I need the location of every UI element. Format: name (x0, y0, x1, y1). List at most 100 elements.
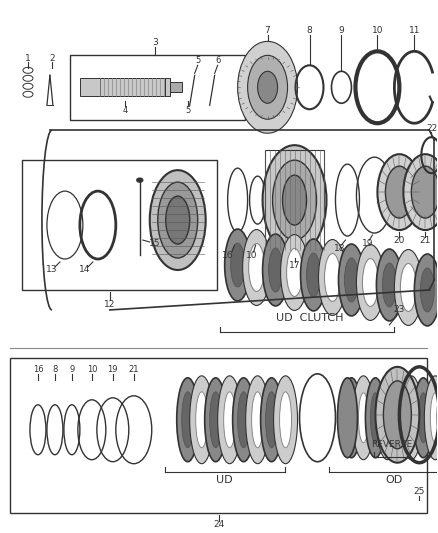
Ellipse shape (365, 378, 385, 458)
Ellipse shape (272, 160, 317, 240)
Text: 9: 9 (339, 26, 344, 35)
Ellipse shape (414, 254, 438, 326)
Ellipse shape (430, 393, 438, 443)
Text: 14: 14 (79, 265, 91, 274)
Text: 19: 19 (362, 239, 373, 247)
Ellipse shape (238, 42, 297, 133)
Text: OD: OD (386, 475, 403, 484)
Ellipse shape (342, 378, 361, 458)
Ellipse shape (362, 259, 378, 306)
Ellipse shape (400, 263, 417, 311)
Ellipse shape (231, 243, 244, 287)
Ellipse shape (247, 55, 288, 119)
Ellipse shape (424, 376, 438, 459)
Ellipse shape (420, 268, 434, 312)
Text: UD  CLUTCH: UD CLUTCH (276, 313, 343, 323)
Ellipse shape (403, 154, 438, 230)
Text: 11: 11 (409, 26, 420, 35)
Text: 15: 15 (149, 239, 160, 247)
Text: 23: 23 (394, 305, 405, 314)
Ellipse shape (307, 253, 321, 297)
Ellipse shape (190, 376, 214, 464)
Text: 21: 21 (128, 365, 139, 374)
Text: 5: 5 (185, 106, 191, 115)
Ellipse shape (300, 239, 326, 311)
Ellipse shape (281, 235, 308, 310)
Bar (265, 150, 325, 250)
Ellipse shape (418, 393, 428, 443)
Text: 6: 6 (215, 56, 220, 65)
Ellipse shape (196, 392, 208, 448)
Ellipse shape (389, 378, 410, 458)
Text: 18: 18 (334, 244, 345, 253)
Text: REVERSE: REVERSE (371, 440, 412, 449)
Ellipse shape (225, 229, 251, 301)
Ellipse shape (378, 154, 421, 230)
Text: 12: 12 (104, 301, 116, 310)
Text: 10: 10 (246, 251, 258, 260)
Ellipse shape (177, 378, 199, 462)
Ellipse shape (375, 367, 419, 463)
Ellipse shape (337, 378, 357, 458)
Text: 9: 9 (69, 365, 74, 374)
Ellipse shape (263, 234, 289, 306)
Text: 4: 4 (122, 106, 127, 115)
Ellipse shape (325, 254, 340, 302)
Ellipse shape (394, 393, 404, 443)
Ellipse shape (376, 249, 403, 321)
Bar (100, 78, 165, 96)
Ellipse shape (382, 393, 392, 443)
Ellipse shape (358, 393, 368, 443)
Bar (22, 160, 217, 290)
Ellipse shape (437, 378, 438, 458)
Bar (170, 82, 182, 92)
Ellipse shape (246, 376, 269, 464)
Text: 13: 13 (46, 265, 58, 274)
Ellipse shape (261, 378, 283, 462)
Ellipse shape (413, 378, 433, 458)
Text: 16: 16 (32, 365, 43, 374)
Text: 10: 10 (372, 26, 383, 35)
Ellipse shape (274, 376, 297, 464)
Ellipse shape (376, 376, 399, 459)
Ellipse shape (205, 378, 226, 462)
Ellipse shape (283, 175, 307, 225)
Ellipse shape (263, 145, 326, 255)
Ellipse shape (339, 244, 364, 316)
Ellipse shape (238, 392, 250, 448)
Ellipse shape (233, 378, 254, 462)
Text: 5: 5 (195, 56, 200, 65)
Ellipse shape (382, 263, 396, 307)
Ellipse shape (353, 376, 374, 459)
Ellipse shape (218, 376, 242, 464)
Ellipse shape (286, 248, 303, 296)
Text: 10: 10 (87, 365, 97, 374)
Ellipse shape (210, 392, 222, 448)
Text: 3: 3 (152, 38, 158, 47)
Ellipse shape (357, 245, 385, 320)
Bar (80, 78, 170, 96)
Ellipse shape (258, 71, 278, 103)
Ellipse shape (406, 393, 417, 443)
Ellipse shape (383, 381, 411, 449)
Ellipse shape (371, 393, 381, 443)
Ellipse shape (150, 170, 206, 270)
Ellipse shape (166, 196, 190, 244)
Text: 24: 24 (213, 520, 224, 529)
Text: 8: 8 (307, 26, 312, 35)
Ellipse shape (137, 178, 143, 182)
Bar (70, 55, 244, 120)
Text: 1: 1 (25, 54, 31, 63)
Text: 19: 19 (108, 365, 118, 374)
Ellipse shape (394, 249, 422, 326)
Text: 17: 17 (289, 261, 300, 270)
Ellipse shape (158, 182, 198, 258)
Text: 20: 20 (394, 236, 405, 245)
Ellipse shape (385, 166, 413, 218)
Text: 22: 22 (427, 124, 438, 133)
Text: 21: 21 (420, 236, 431, 245)
Ellipse shape (411, 166, 438, 218)
Text: 16: 16 (222, 251, 233, 260)
Ellipse shape (265, 392, 278, 448)
Bar (10, 358, 427, 513)
